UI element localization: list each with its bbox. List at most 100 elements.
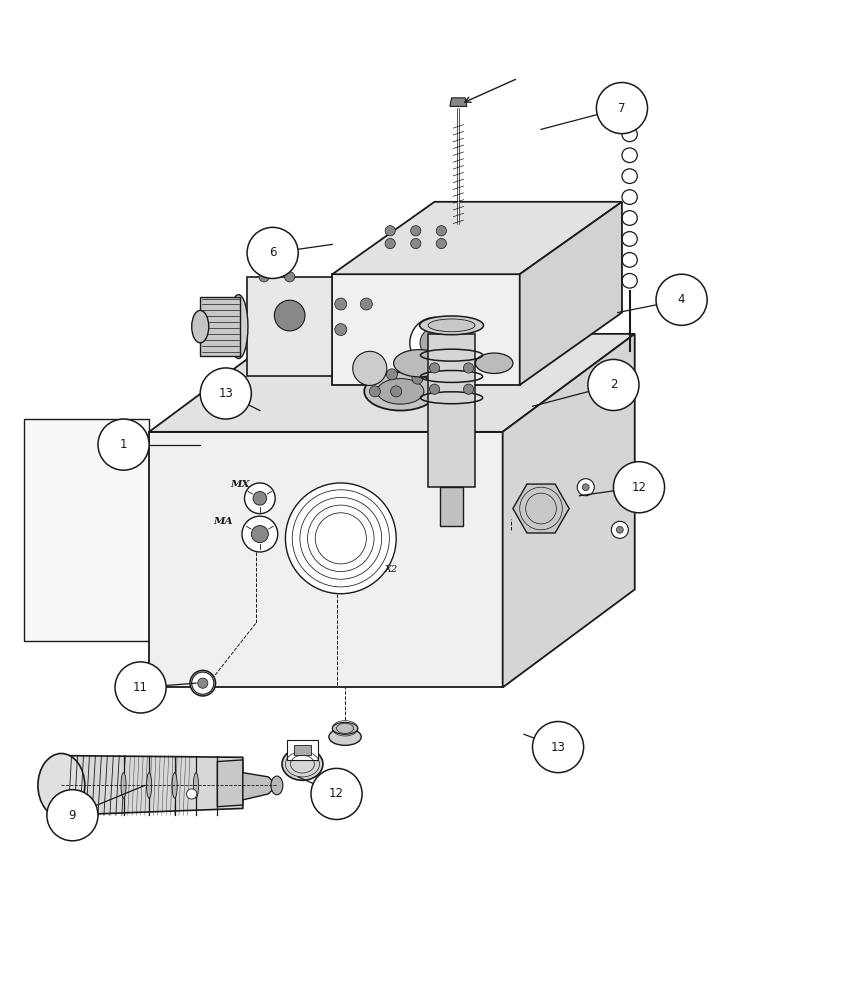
Circle shape xyxy=(192,672,214,694)
Circle shape xyxy=(656,274,707,325)
Circle shape xyxy=(187,789,197,799)
Polygon shape xyxy=(24,419,149,641)
Polygon shape xyxy=(294,745,311,755)
Circle shape xyxy=(407,356,418,367)
Text: 9: 9 xyxy=(69,809,76,822)
Text: MX: MX xyxy=(230,480,250,489)
Ellipse shape xyxy=(332,722,358,734)
Text: 12: 12 xyxy=(329,787,344,800)
Circle shape xyxy=(115,662,166,713)
Polygon shape xyxy=(332,274,520,385)
Circle shape xyxy=(385,226,395,236)
Polygon shape xyxy=(450,98,467,106)
Polygon shape xyxy=(149,334,635,432)
Polygon shape xyxy=(287,740,318,760)
Circle shape xyxy=(390,386,401,397)
Ellipse shape xyxy=(329,728,361,745)
Text: 7: 7 xyxy=(619,102,625,115)
Circle shape xyxy=(613,462,665,513)
Circle shape xyxy=(251,526,268,543)
Circle shape xyxy=(365,369,376,380)
Ellipse shape xyxy=(210,386,222,392)
Circle shape xyxy=(98,419,149,470)
Circle shape xyxy=(463,363,474,373)
Ellipse shape xyxy=(419,316,484,335)
Ellipse shape xyxy=(172,773,177,798)
Circle shape xyxy=(47,790,98,841)
Ellipse shape xyxy=(428,319,475,332)
Polygon shape xyxy=(61,756,243,815)
Polygon shape xyxy=(332,202,622,274)
Text: MA: MA xyxy=(213,517,233,526)
Ellipse shape xyxy=(37,753,84,817)
Circle shape xyxy=(411,226,421,236)
Circle shape xyxy=(369,386,380,397)
Ellipse shape xyxy=(545,491,562,526)
Text: 6: 6 xyxy=(269,246,276,259)
Circle shape xyxy=(614,91,645,122)
Text: 13: 13 xyxy=(218,387,233,400)
Circle shape xyxy=(285,272,295,282)
Circle shape xyxy=(335,298,347,310)
Circle shape xyxy=(353,351,387,385)
Circle shape xyxy=(247,227,298,278)
Circle shape xyxy=(588,359,639,411)
Ellipse shape xyxy=(193,773,199,798)
Circle shape xyxy=(386,369,397,380)
Circle shape xyxy=(532,722,584,773)
Circle shape xyxy=(436,226,446,236)
Polygon shape xyxy=(520,202,622,385)
Circle shape xyxy=(335,324,347,336)
Circle shape xyxy=(429,363,440,373)
Text: 12: 12 xyxy=(631,481,647,494)
Circle shape xyxy=(311,768,362,820)
Circle shape xyxy=(429,384,440,394)
Ellipse shape xyxy=(121,773,126,798)
Ellipse shape xyxy=(229,295,248,359)
Ellipse shape xyxy=(192,310,209,343)
Circle shape xyxy=(420,328,451,358)
Ellipse shape xyxy=(377,379,423,404)
Ellipse shape xyxy=(190,670,216,696)
Ellipse shape xyxy=(365,372,436,411)
Text: X2: X2 xyxy=(385,565,399,574)
Polygon shape xyxy=(513,484,569,533)
Ellipse shape xyxy=(394,350,445,377)
Polygon shape xyxy=(621,98,638,115)
Circle shape xyxy=(200,368,251,419)
Polygon shape xyxy=(247,277,332,376)
Circle shape xyxy=(582,484,589,491)
Circle shape xyxy=(410,317,461,368)
Ellipse shape xyxy=(271,776,283,795)
Text: 13: 13 xyxy=(550,741,566,754)
Polygon shape xyxy=(440,487,463,526)
Ellipse shape xyxy=(147,773,152,798)
Polygon shape xyxy=(243,773,277,800)
Circle shape xyxy=(253,491,267,505)
Circle shape xyxy=(274,300,305,331)
Text: 11: 11 xyxy=(133,681,148,694)
Polygon shape xyxy=(429,334,475,487)
Circle shape xyxy=(412,373,423,384)
Ellipse shape xyxy=(282,748,323,780)
Circle shape xyxy=(385,238,395,249)
Circle shape xyxy=(198,678,208,688)
Ellipse shape xyxy=(475,353,513,373)
Polygon shape xyxy=(200,297,240,356)
Circle shape xyxy=(259,272,269,282)
Polygon shape xyxy=(217,760,243,807)
Circle shape xyxy=(285,483,396,594)
Circle shape xyxy=(360,298,372,310)
Text: 1: 1 xyxy=(120,438,127,451)
Circle shape xyxy=(463,384,474,394)
Circle shape xyxy=(596,83,648,134)
Circle shape xyxy=(428,351,462,385)
Text: 2: 2 xyxy=(610,378,617,391)
Circle shape xyxy=(577,479,594,496)
Polygon shape xyxy=(149,432,503,687)
Polygon shape xyxy=(503,334,635,687)
Circle shape xyxy=(242,516,278,552)
Text: 4: 4 xyxy=(678,293,685,306)
Circle shape xyxy=(411,238,421,249)
Circle shape xyxy=(245,483,275,514)
